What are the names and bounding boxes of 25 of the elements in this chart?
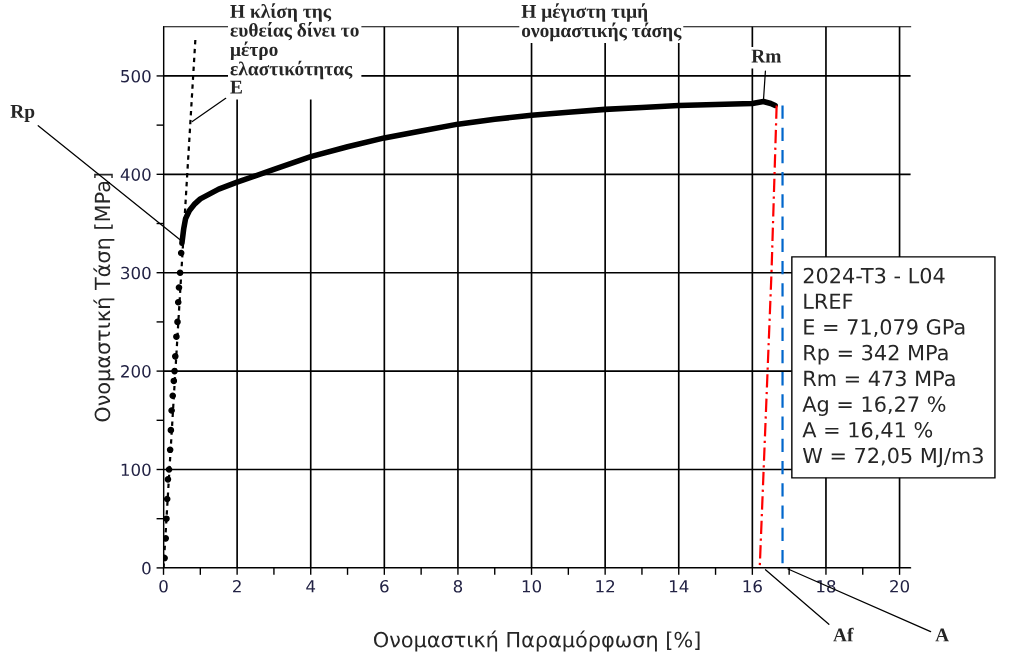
y-tick-label: 300 — [121, 266, 151, 280]
y-tick-label: 200 — [121, 365, 151, 378]
annotation: Η κλίση της ευθείας δίνει το μέτρο ελαστικότητας E — [230, 3, 359, 94]
annotation: Rm — [751, 49, 782, 63]
x-axis-title: Ονομαστική Παραμόρφωση [%] — [373, 630, 700, 652]
annotation: Rp — [10, 105, 35, 122]
y-tick-label: 0 — [142, 561, 151, 575]
y-tick-label: 500 — [121, 69, 151, 83]
x-tick-label: 14 — [669, 580, 689, 593]
annotation: 2024-T3 - L04 LREF E = 71,079 GPa Rp = 342 MPa Rm = 473 MPa Ag = 16,27 % A = 16,41 % W = 72,05 MJ/m3 — [802, 267, 983, 468]
x-tick-label: 10 — [522, 579, 542, 593]
x-tick-label: 12 — [596, 579, 615, 593]
annotation: Af — [833, 627, 854, 642]
x-tick-label: 20 — [890, 579, 910, 593]
x-tick-label: 0 — [159, 579, 168, 593]
x-tick-label: 4 — [306, 580, 316, 593]
annotation: Η μέγιστη τιμή ονομαστικής τάσης — [521, 3, 682, 42]
y-axis-title: Ονομαστική Τάση [MPa] — [93, 173, 115, 422]
y-tick-label: 400 — [120, 168, 151, 181]
x-tick-label: 16 — [743, 579, 762, 593]
x-tick-label: 8 — [453, 579, 463, 593]
annotation: A — [935, 628, 950, 642]
y-tick-label: 100 — [121, 463, 151, 477]
x-tick-label: 2 — [233, 579, 241, 593]
x-tick-label: 6 — [380, 579, 389, 593]
